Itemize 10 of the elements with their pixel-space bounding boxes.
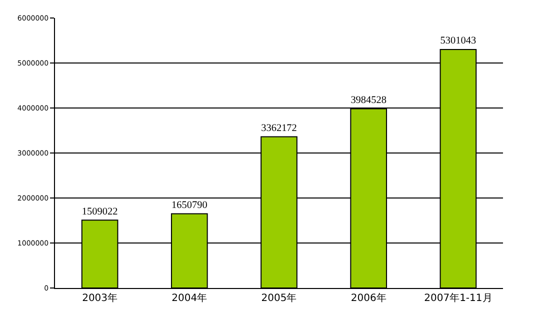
x-tick-label: 2006年 <box>350 292 386 304</box>
data-label: 3984528 <box>350 94 387 106</box>
data-label: 1650790 <box>171 200 208 211</box>
data-label: 1509022 <box>82 206 118 218</box>
x-tick-label: 2004年 <box>172 292 208 304</box>
x-tick-label: 2005年 <box>261 292 297 304</box>
data-label: 5301043 <box>440 36 476 47</box>
x-tick-label: 2007年1-11月 <box>424 292 492 304</box>
data-label: 3362172 <box>261 122 297 134</box>
x-tick-label: 2003年 <box>82 292 118 304</box>
